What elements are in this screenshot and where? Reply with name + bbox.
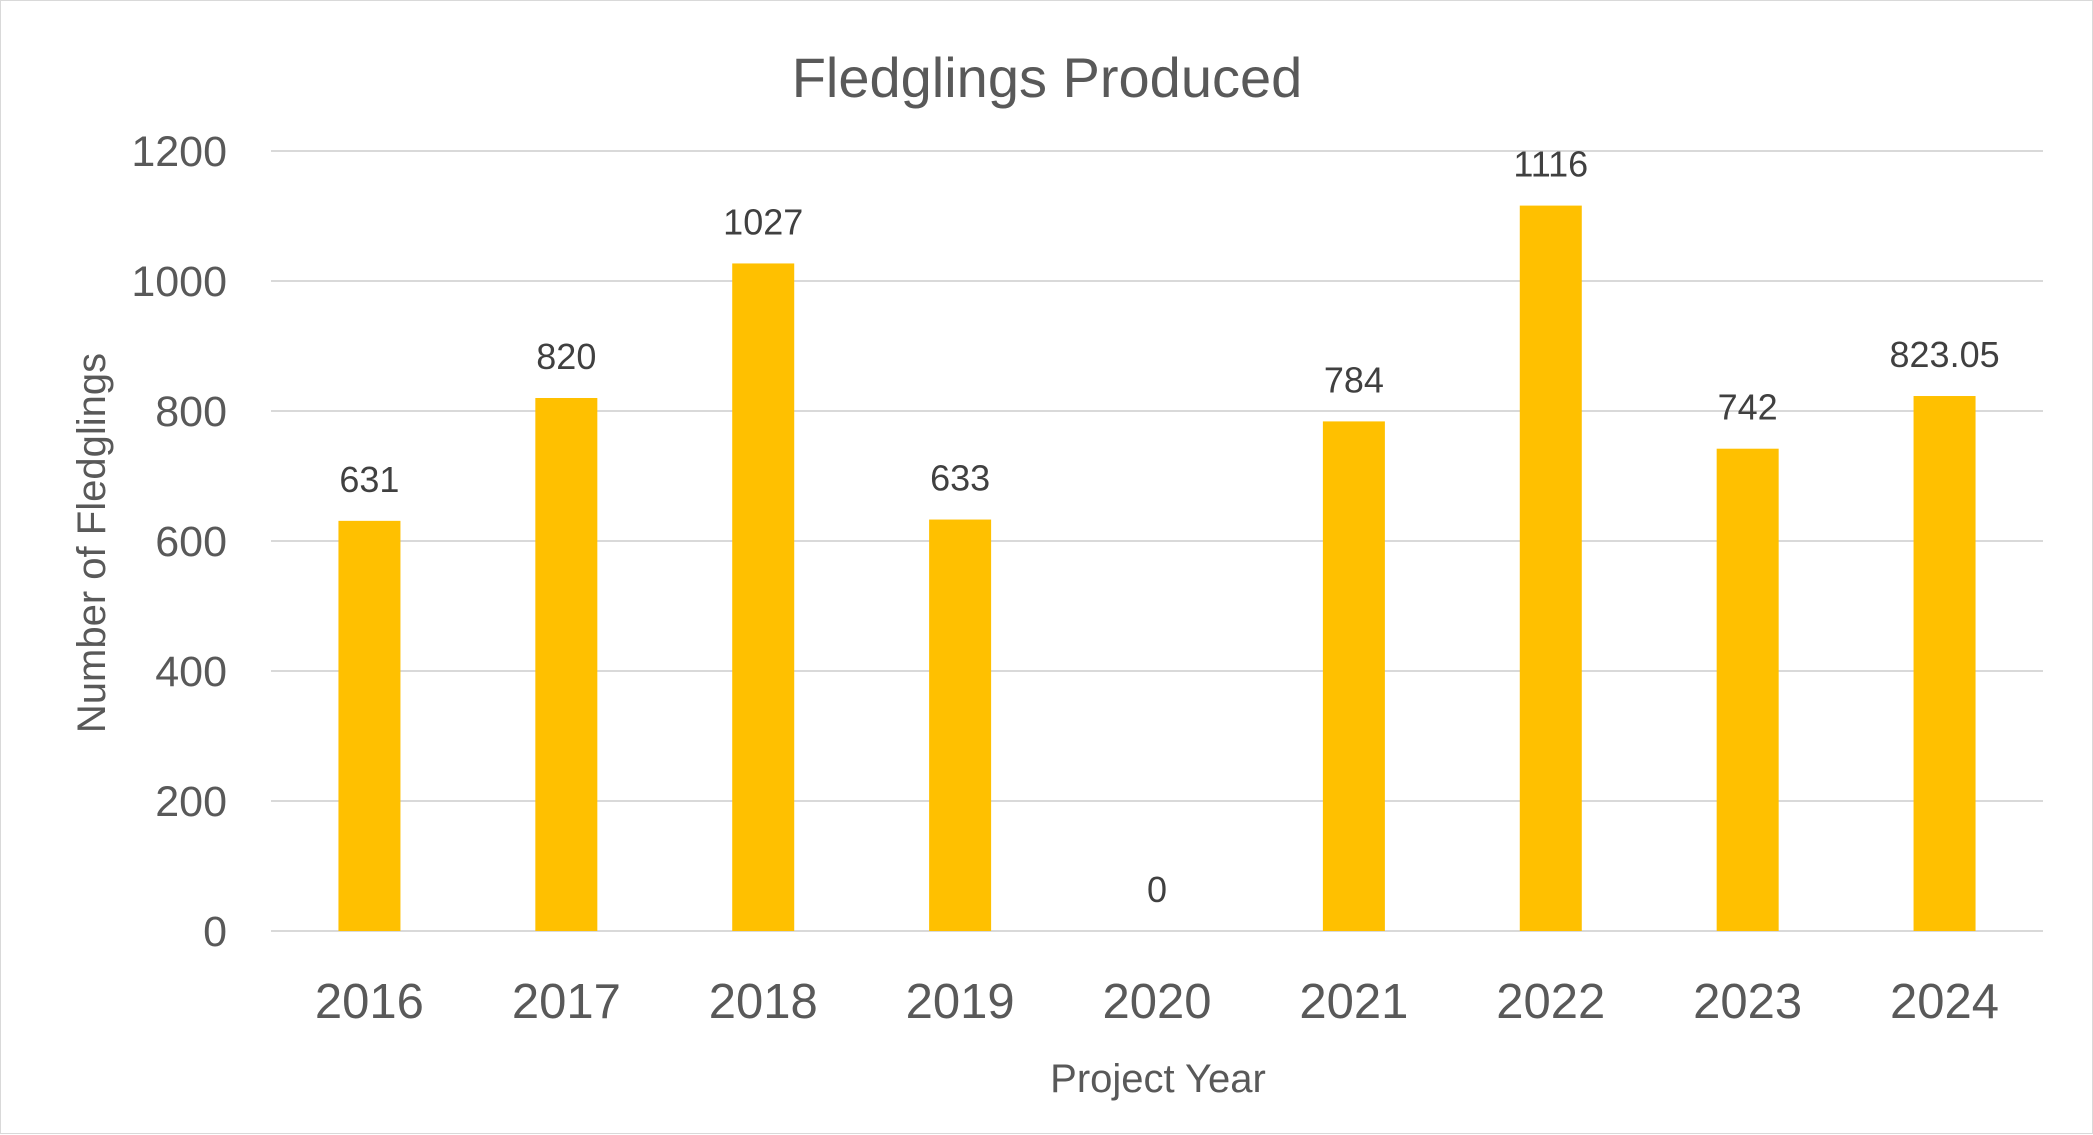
bar-2017	[535, 398, 598, 931]
data-label-2017: 820	[536, 336, 596, 377]
bar-2024	[1913, 396, 1976, 932]
bar-2022	[1519, 205, 1582, 932]
x-tick-label-2018: 2018	[709, 975, 818, 1029]
data-label-2018: 1027	[723, 201, 803, 242]
y-tick-label: 1000	[131, 258, 227, 306]
x-tick-label-2022: 2022	[1496, 975, 1605, 1029]
x-tick-label-2024: 2024	[1890, 975, 1999, 1029]
data-label-2022: 1116	[1513, 144, 1588, 185]
y-axis-title: Number of Fledglings	[70, 353, 114, 733]
y-axis-ticks: 0 200 400 600 800 1000 1200	[131, 128, 227, 956]
y-tick-label: 800	[155, 388, 227, 436]
y-tick-label: 600	[155, 518, 227, 566]
data-label-2020: 0	[1147, 869, 1167, 910]
x-tick-label-2023: 2023	[1693, 975, 1802, 1029]
data-label-2023: 742	[1718, 387, 1778, 428]
x-axis-title: Project Year	[1050, 1057, 1266, 1101]
x-tick-label-2020: 2020	[1102, 975, 1211, 1029]
x-axis-ticks: 2016 2017 2018 2019 2020 2021 2022 2023 2024	[315, 975, 1999, 1029]
bar-2021	[1322, 421, 1385, 931]
x-tick-label-2017: 2017	[512, 975, 621, 1029]
x-tick-label-2021: 2021	[1299, 975, 1408, 1029]
y-tick-label: 400	[155, 648, 227, 696]
bar-2018	[732, 263, 795, 931]
x-tick-label-2016: 2016	[315, 975, 424, 1029]
bar-2019	[929, 519, 992, 931]
x-tick-label-2019: 2019	[906, 975, 1015, 1029]
bar-2016	[338, 520, 401, 931]
data-label-2016: 631	[339, 459, 399, 500]
data-label-2021: 784	[1324, 359, 1384, 400]
data-labels: 631 820 1027 633 0 784 1116 742 823.05	[339, 144, 1999, 910]
bars	[338, 205, 1976, 932]
y-tick-label: 200	[155, 778, 227, 826]
bar-2023	[1716, 448, 1779, 931]
chart-title: Fledglings Produced	[792, 46, 1303, 109]
y-tick-label: 1200	[131, 128, 227, 176]
y-tick-label: 0	[203, 908, 227, 956]
data-label-2019: 633	[930, 458, 990, 499]
data-label-2024: 823.05	[1890, 334, 2000, 375]
